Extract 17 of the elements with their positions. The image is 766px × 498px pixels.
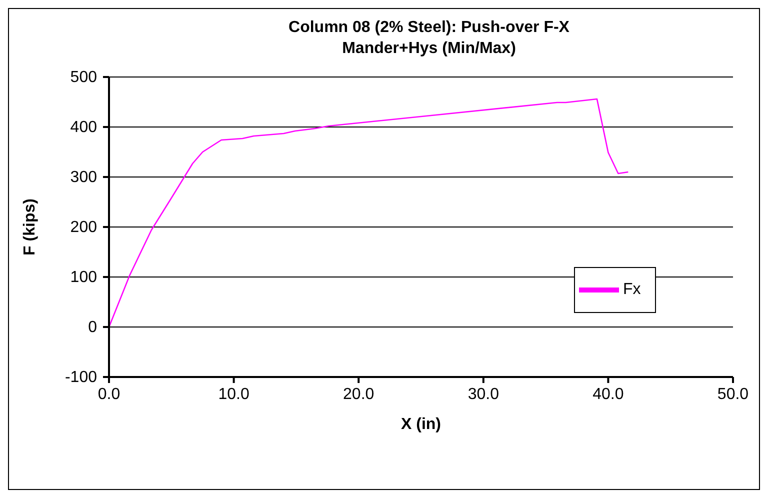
x-tick-label: 0.0 bbox=[98, 386, 120, 403]
x-tick-label: 20.0 bbox=[343, 386, 374, 403]
y-tick-label: 0 bbox=[88, 319, 98, 336]
legend-label: Fx bbox=[623, 281, 641, 298]
y-tick-label: 400 bbox=[70, 119, 98, 136]
y-axis-title: F (kips) bbox=[22, 198, 39, 256]
y-tick-label: 100 bbox=[70, 269, 98, 286]
x-tick-label: 50.0 bbox=[717, 386, 749, 403]
y-tick-label: 300 bbox=[70, 169, 98, 186]
chart-title: Column 08 (2% Steel): Push-over F-X Mander+Hys (Min/Max) bbox=[288, 18, 570, 59]
x-axis-title: X (in) bbox=[401, 416, 441, 433]
x-tick-label: 30.0 bbox=[468, 386, 500, 403]
y-tick-label: -100 bbox=[64, 369, 98, 386]
y-tick-label: 500 bbox=[70, 69, 98, 86]
x-tick-label: 40.0 bbox=[592, 386, 624, 403]
x-tick-label: 10.0 bbox=[218, 386, 250, 403]
y-tick-label: 200 bbox=[70, 219, 98, 236]
